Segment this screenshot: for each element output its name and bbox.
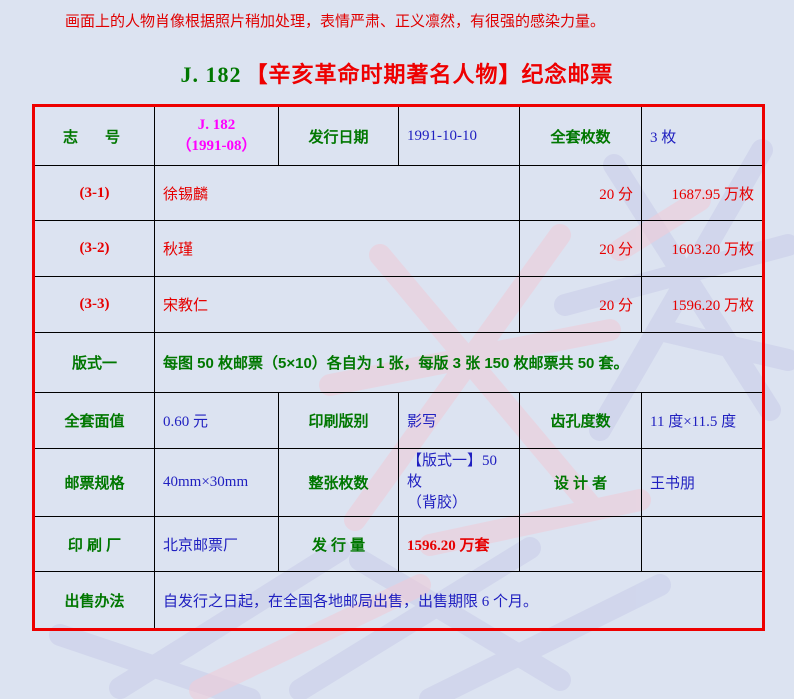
sheet-count-line1: 【版式一】50 枚 (407, 453, 498, 490)
printer-row: 印 刷 厂 北京邮票厂 发 行 量 1596.20 万套 (33, 516, 764, 572)
stamp-row: (3-1) 徐锡麟 20 分 1687.95 万枚 (33, 165, 764, 221)
cell-designer-label: 设 计 者 (519, 448, 642, 517)
page-title: J. 182 【辛亥革命时期著名人物】纪念邮票 (0, 57, 794, 89)
cell-issue-date-value: 1991-10-10 (398, 105, 520, 166)
cell-set-count-value: 3 枚 (641, 105, 764, 166)
cell-perforation-label: 齿孔度数 (519, 392, 642, 449)
stamp-no: (3-2) (33, 220, 155, 277)
cell-catalog-label: 志 号 (33, 105, 155, 166)
cell-designer-value: 王书朋 (641, 448, 764, 517)
stamp-name: 宋教仁 (154, 276, 520, 333)
cell-issue-quantity-label: 发 行 量 (278, 516, 399, 572)
cell-print-type-value: 影写 (398, 392, 520, 449)
cell-printer-value: 北京邮票厂 (154, 516, 279, 572)
stamp-name: 徐锡麟 (154, 165, 520, 221)
catalog-number-line2: （1991-08） (176, 138, 257, 154)
cell-set-count-label: 全套枚数 (519, 105, 642, 166)
cell-print-type-label: 印刷版别 (278, 392, 399, 449)
cell-empty (519, 516, 642, 572)
stamp-info-table: 志 号 J. 182 （1991-08） 发行日期 1991-10-10 全套枚… (32, 104, 765, 631)
title-stamp-name: 【辛亥革命时期著名人物】纪念邮票 (245, 62, 614, 87)
cell-face-value: 0.60 元 (154, 392, 279, 449)
cell-issue-quantity-value: 1596.20 万套 (398, 516, 520, 572)
catalog-number-line1: J. 182 (197, 117, 236, 133)
intro-paragraph: 画面上的人物肖像根据照片稍加处理，表情严肃、正义凛然，有很强的感染力量。 (65, 14, 606, 30)
cell-printer-label: 印 刷 厂 (33, 516, 155, 572)
cell-stamp-size-value: 40mm×30mm (154, 448, 279, 517)
cell-perforation-value: 11 度×11.5 度 (641, 392, 764, 449)
stamp-row: (3-2) 秋瑾 20 分 1603.20 万枚 (33, 220, 764, 277)
stamp-quantity: 1596.20 万枚 (641, 276, 764, 333)
stamp-row: (3-3) 宋教仁 20 分 1596.20 万枚 (33, 276, 764, 333)
cell-issue-date-label: 发行日期 (278, 105, 399, 166)
stamp-face-value: 20 分 (519, 220, 642, 277)
cell-stamp-size-label: 邮票规格 (33, 448, 155, 517)
cell-sheet-count-value: 【版式一】50 枚 （背胶） (398, 448, 520, 517)
stamp-no: (3-1) (33, 165, 155, 221)
cell-face-value-label: 全套面值 (33, 392, 155, 449)
stamp-quantity: 1687.95 万枚 (641, 165, 764, 221)
cell-sale-method-label: 出售办法 (33, 571, 155, 630)
sheet-count-line2: （背胶） (407, 495, 468, 511)
stamp-face-value: 20 分 (519, 276, 642, 333)
spec-row: 邮票规格 40mm×30mm 整张枚数 【版式一】50 枚 （背胶） 设 计 者… (33, 448, 764, 517)
cell-sale-method-content: 自发行之日起，在全国各地邮局出售，出售期限 6 个月。 (154, 571, 764, 630)
face-value-row: 全套面值 0.60 元 印刷版别 影写 齿孔度数 11 度×11.5 度 (33, 392, 764, 449)
cell-catalog-number: J. 182 （1991-08） (154, 105, 279, 166)
page-content: 画面上的人物肖像根据照片稍加处理，表情严肃、正义凛然，有很强的感染力量。 J. … (0, 14, 794, 631)
stamp-no: (3-3) (33, 276, 155, 333)
stamp-quantity: 1603.20 万枚 (641, 220, 764, 277)
cell-sheet-format-label: 版式一 (33, 332, 155, 393)
header-row: 志 号 J. 182 （1991-08） 发行日期 1991-10-10 全套枚… (33, 105, 764, 166)
sale-method-row: 出售办法 自发行之日起，在全国各地邮局出售，出售期限 6 个月。 (33, 571, 764, 630)
sheet-format-row: 版式一 每图 50 枚邮票（5×10）各自为 1 张，每版 3 张 150 枚邮… (33, 332, 764, 393)
title-catalog-number: J. 182 (180, 62, 242, 87)
cell-sheet-count-label: 整张枚数 (278, 448, 399, 517)
cell-sheet-format-content: 每图 50 枚邮票（5×10）各自为 1 张，每版 3 张 150 枚邮票共 5… (154, 332, 764, 393)
cell-empty (641, 516, 764, 572)
stamp-face-value: 20 分 (519, 165, 642, 221)
stamp-name: 秋瑾 (154, 220, 520, 277)
